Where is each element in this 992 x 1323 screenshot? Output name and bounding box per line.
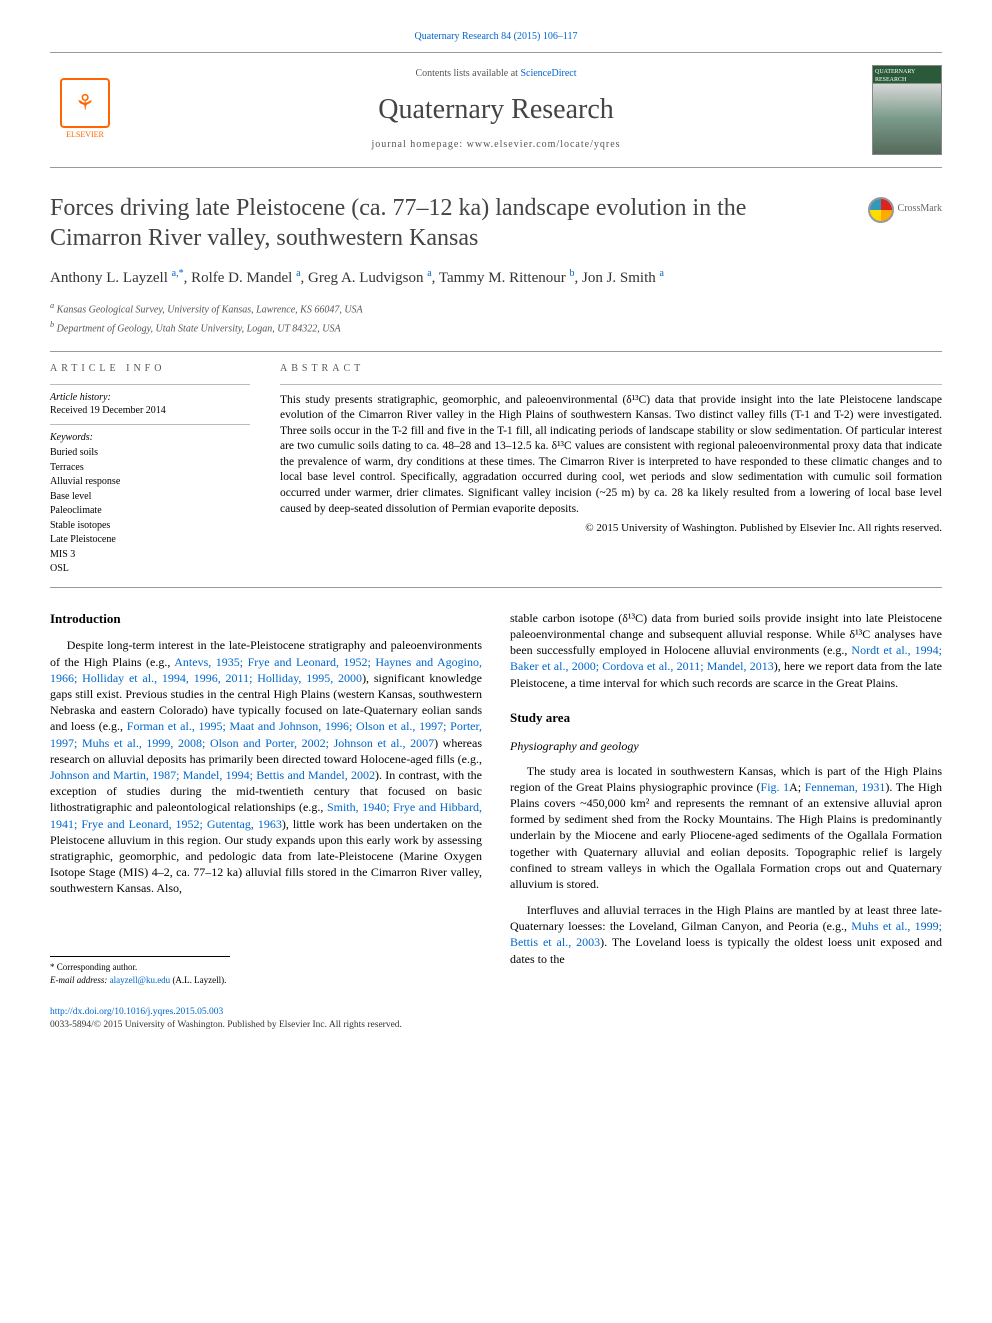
author-affil-sup: b (570, 268, 575, 279)
intro-paragraph-1: Despite long-term interest in the late-P… (50, 637, 482, 896)
t: ). The High Plains covers ~450,000 km² a… (510, 780, 942, 891)
history-value: Received 19 December 2014 (50, 404, 250, 418)
keyword: Base level (50, 490, 250, 504)
author-name: Jon J. Smith (582, 270, 660, 286)
info-abstract-row: ARTICLE INFO Article history: Received 1… (50, 362, 942, 577)
contents-line: Contents lists available at ScienceDirec… (120, 67, 872, 81)
homepage-url[interactable]: www.elsevier.com/locate/yqres (467, 139, 621, 150)
author-affil-sup: a (660, 268, 664, 279)
intro-paragraph-2: stable carbon isotope (δ¹³C) data from b… (510, 610, 942, 691)
crossmark-badge[interactable]: CrossMark (868, 197, 942, 223)
keyword: Terraces (50, 461, 250, 475)
sciencedirect-link[interactable]: ScienceDirect (520, 68, 576, 79)
abstract-heading: ABSTRACT (280, 362, 942, 376)
corr-label: * Corresponding author. (50, 961, 230, 973)
author-name: Tammy M. Rittenour (439, 270, 570, 286)
ref-link[interactable]: Fenneman, 1931 (805, 780, 886, 794)
keyword: Late Pleistocene (50, 533, 250, 547)
author-name: Rolfe D. Mandel (191, 270, 296, 286)
article-info-heading: ARTICLE INFO (50, 362, 250, 376)
abstract-copyright: © 2015 University of Washington. Publish… (280, 521, 942, 536)
keyword: MIS 3 (50, 548, 250, 562)
citation-line: Quaternary Research 84 (2015) 106–117 (50, 30, 942, 44)
header-center: Contents lists available at ScienceDirec… (120, 67, 872, 152)
physiography-heading: Physiography and geology (510, 738, 942, 754)
author-affil-sup: a (296, 268, 300, 279)
phys-paragraph-2: Interfluves and alluvial terraces in the… (510, 902, 942, 967)
t: A; (789, 780, 805, 794)
corr-email-link[interactable]: alayzell@ku.edu (110, 975, 171, 985)
divider-2 (50, 587, 942, 588)
keyword: Buried soils (50, 446, 250, 460)
title-text: Forces driving late Pleistocene (ca. 77–… (50, 195, 746, 251)
fig-link[interactable]: Fig. 1 (761, 780, 790, 794)
elsevier-logo[interactable]: ⚘ ELSEVIER (50, 72, 120, 147)
contents-prefix: Contents lists available at (415, 68, 520, 79)
affiliation: b Department of Geology, Utah State Univ… (50, 319, 942, 336)
article-info: ARTICLE INFO Article history: Received 1… (50, 362, 250, 577)
intro-heading: Introduction (50, 610, 482, 628)
study-area-heading: Study area (510, 709, 942, 727)
journal-name: Quaternary Research (120, 91, 872, 129)
author-name: Anthony L. Layzell (50, 270, 172, 286)
history-label: Article history: (50, 391, 250, 405)
citation-link[interactable]: Quaternary Research 84 (2015) 106–117 (415, 31, 578, 42)
journal-cover-thumbnail[interactable]: QUATERNARY RESEARCH (872, 65, 942, 155)
keywords-label: Keywords: (50, 431, 250, 445)
journal-header: ⚘ ELSEVIER Contents lists available at S… (50, 52, 942, 168)
cover-label: QUATERNARY RESEARCH (875, 69, 915, 83)
crossmark-label: CrossMark (898, 203, 942, 216)
keywords-list: Buried soilsTerracesAlluvial responseBas… (50, 446, 250, 576)
abstract-column: ABSTRACT This study presents stratigraph… (280, 362, 942, 577)
author-affil-sup: a,* (172, 268, 184, 279)
keyword: Paleoclimate (50, 504, 250, 518)
elsevier-label: ELSEVIER (66, 130, 104, 141)
affiliation: a Kansas Geological Survey, University o… (50, 300, 942, 317)
body-columns: Introduction Despite long-term interest … (50, 610, 942, 986)
homepage-line: journal homepage: www.elsevier.com/locat… (120, 138, 872, 152)
doi-link[interactable]: http://dx.doi.org/10.1016/j.yqres.2015.0… (50, 1007, 223, 1017)
ref-link[interactable]: Johnson and Martin, 1987; Mandel, 1994; … (50, 768, 375, 782)
crossmark-icon (868, 197, 894, 223)
page-footer: http://dx.doi.org/10.1016/j.yqres.2015.0… (50, 1006, 942, 1032)
authors-line: Anthony L. Layzell a,*, Rolfe D. Mandel … (50, 267, 942, 288)
phys-paragraph-1: The study area is located in southwester… (510, 763, 942, 893)
elsevier-tree-icon: ⚘ (60, 78, 110, 128)
keyword: OSL (50, 562, 250, 576)
keyword: Stable isotopes (50, 519, 250, 533)
corresponding-author-block: * Corresponding author. E-mail address: … (50, 956, 230, 985)
corr-email-label: E-mail address: (50, 975, 107, 985)
abstract-text: This study presents stratigraphic, geomo… (280, 393, 942, 517)
corr-email-suffix: (A.L. Layzell). (172, 975, 226, 985)
article-title: Forces driving late Pleistocene (ca. 77–… (50, 193, 942, 253)
affiliations: a Kansas Geological Survey, University o… (50, 300, 942, 336)
issn-line: 0033-5894/© 2015 University of Washingto… (50, 1019, 942, 1032)
keyword: Alluvial response (50, 475, 250, 489)
homepage-prefix: journal homepage: (371, 139, 466, 150)
author-name: Greg A. Ludvigson (308, 270, 427, 286)
divider (50, 351, 942, 352)
author-affil-sup: a (427, 268, 431, 279)
